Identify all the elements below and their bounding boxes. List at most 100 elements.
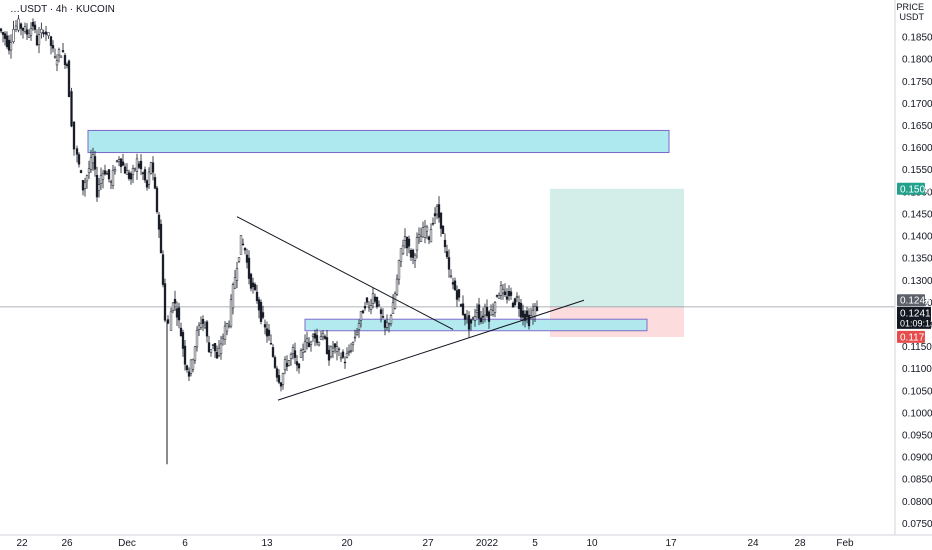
candle-body <box>49 36 53 46</box>
candle-body <box>495 295 499 297</box>
candle-body <box>191 359 195 370</box>
candle-body <box>221 336 225 339</box>
candle-body <box>339 357 343 360</box>
symbol-header[interactable]: …USDT · 4h · KUCOIN <box>10 4 115 15</box>
price-axis-unit-label: USDT <box>899 12 925 22</box>
price-tick-label: 0.1650 <box>902 121 932 132</box>
candle-body <box>513 298 517 306</box>
time-tick-label: Feb <box>836 538 854 549</box>
candle-body <box>201 319 205 324</box>
candle-body <box>161 254 165 285</box>
candle-body <box>405 237 409 249</box>
price-tick-label: 0.0800 <box>902 497 932 508</box>
candle-body <box>493 302 497 313</box>
candle-body <box>407 238 411 247</box>
candle-body <box>59 55 63 58</box>
candle-body <box>1 32 5 35</box>
candle-body <box>217 347 221 356</box>
candle-body <box>72 121 76 150</box>
support-zone <box>304 318 648 332</box>
candle-body <box>115 160 119 162</box>
candle-body <box>197 325 201 330</box>
candle-body <box>35 35 39 46</box>
candle-body <box>31 21 35 27</box>
target-price-badge-bg <box>897 182 925 195</box>
candle-body <box>499 285 503 296</box>
candle-body <box>125 170 129 175</box>
candle-body <box>257 299 261 311</box>
candle-body <box>17 18 20 31</box>
candle-body <box>313 333 317 339</box>
candle-body <box>103 170 107 175</box>
candle-body <box>7 39 11 51</box>
candle-body <box>213 343 217 352</box>
candle-body <box>12 29 15 43</box>
candle-body <box>265 328 269 337</box>
candle-body <box>169 311 173 331</box>
candle-body <box>179 327 183 337</box>
chart-zones <box>0 129 895 337</box>
candle-body <box>427 236 431 240</box>
candle-body <box>187 371 191 377</box>
candle-body <box>533 305 537 317</box>
candle-body <box>453 280 457 291</box>
candle-body <box>501 288 505 294</box>
candle-body <box>343 361 347 364</box>
current-price-badge-b: 0.1241 <box>900 308 931 319</box>
candle-body <box>127 172 131 179</box>
candle-body <box>429 229 433 243</box>
candle-body <box>387 323 391 325</box>
candle-body <box>65 64 69 66</box>
candle-body <box>0 28 3 32</box>
candle-body <box>459 304 463 307</box>
candle-body <box>251 282 255 287</box>
candle-body <box>279 382 283 387</box>
time-tick-label: 20 <box>341 538 353 549</box>
candle-body <box>491 310 495 315</box>
candle-body <box>271 347 275 357</box>
candle-body <box>435 205 439 215</box>
candle-body <box>263 324 267 328</box>
price-tick-label: 0.1300 <box>902 276 932 287</box>
candle-body <box>57 49 61 56</box>
candle-body <box>461 303 465 315</box>
candle-body <box>61 50 65 52</box>
candle-body <box>101 173 105 180</box>
price-tick-label: 0.1150 <box>902 342 932 353</box>
trend-lines <box>236 216 585 401</box>
candle-body <box>117 159 121 162</box>
candle-body <box>23 26 27 32</box>
candle-body <box>255 291 259 301</box>
candle-body <box>323 336 327 339</box>
candle-body <box>485 307 489 317</box>
candle-body <box>477 304 481 319</box>
candle-body <box>177 307 181 321</box>
candle-body <box>505 296 509 300</box>
candle-body <box>297 363 301 369</box>
time-tick-label: 28 <box>794 538 806 549</box>
candle-body <box>305 338 309 343</box>
candle-body <box>399 248 403 262</box>
target-price-badge: 0.1508 <box>900 184 931 195</box>
candle-body <box>319 336 323 340</box>
candle-body <box>42 32 45 35</box>
candle-body <box>411 249 415 258</box>
candle-body <box>109 181 113 183</box>
candle-body <box>67 60 71 98</box>
candle-body <box>119 158 123 167</box>
candle-body <box>293 350 297 358</box>
candle-body <box>377 304 381 306</box>
candle-body <box>235 268 239 281</box>
candle-body <box>139 160 143 170</box>
candle-body <box>371 293 375 304</box>
candle-body <box>437 204 441 218</box>
candle-body <box>367 305 371 308</box>
candle-body <box>327 349 331 361</box>
candle-body <box>107 169 111 180</box>
candle-body <box>447 257 451 270</box>
candle-body <box>25 29 29 35</box>
candle-body <box>515 296 519 298</box>
price-tick-label: 0.1350 <box>902 254 932 265</box>
candle-body <box>345 353 349 358</box>
